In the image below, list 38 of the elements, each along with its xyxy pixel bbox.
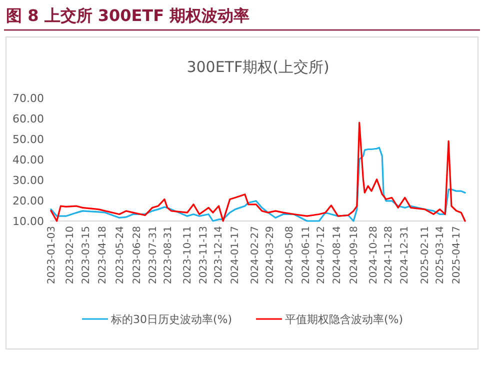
x-tick-label: 2024-02-27 <box>250 226 262 284</box>
x-tick-label: 2023-11-13 <box>198 226 210 284</box>
x-tick-label: 2023-12-14 <box>214 226 225 284</box>
x-tick-label: 2024-12-31 <box>399 226 410 284</box>
x-tick-label: 2024-06-11 <box>301 226 312 284</box>
x-tick-label: 2024-01-17 <box>230 226 242 284</box>
x-tick-label: 2024-07-12 <box>316 226 328 284</box>
y-tick-label: 70.00 <box>12 92 44 105</box>
y-tick-label: 10.00 <box>12 215 44 228</box>
x-tick-label: 2023-06-28 <box>132 226 143 284</box>
x-tick-label: 2025-02-11 <box>420 226 431 284</box>
line-series <box>50 122 466 222</box>
legend-label: 平值期权隐含波动率(%) <box>285 313 404 326</box>
x-tick-label: 2025-04-17 <box>451 226 462 284</box>
y-tick-label: 40.00 <box>12 154 44 166</box>
y-tick-label: 30.00 <box>12 174 44 187</box>
x-tick-label: 2023-04-18 <box>97 226 108 284</box>
x-tick-label: 2024-08-14 <box>332 226 344 284</box>
x-tick-label: 2024-05-08 <box>284 226 296 284</box>
x-tick-label: 2024-09-18 <box>349 226 360 284</box>
x-tick-label: 2024-11-28 <box>383 226 394 284</box>
y-tick-label: 20.00 <box>12 194 44 208</box>
x-tick-label: 2023-08-31 <box>162 226 174 284</box>
chart-title: 图 8 上交所 300ETF 期权波动率 <box>6 6 250 25</box>
x-tick-label: 2023-02-10 <box>64 226 76 284</box>
x-tick-label: 2024-03-29 <box>265 226 276 284</box>
y-tick-label: 50.00 <box>12 133 44 146</box>
chart-subtitle: 300ETF期权(上交所) <box>186 58 330 76</box>
x-tick-label: 2023-10-11 <box>182 226 194 284</box>
x-tick-label: 2023-07-31 <box>148 226 159 284</box>
x-tick-label: 2025-03-14 <box>434 226 446 284</box>
legend-label: 标的30日历史波动率(%) <box>110 313 232 326</box>
line-series <box>50 146 466 222</box>
x-tick-label: 2024-10-28 <box>368 226 380 284</box>
x-tick-label: 2023-03-15 <box>80 226 92 284</box>
x-tick-label: 2023-05-24 <box>114 226 126 284</box>
y-tick-label: 60.00 <box>12 112 44 126</box>
x-tick-label: 2023-01-03 <box>46 226 58 284</box>
